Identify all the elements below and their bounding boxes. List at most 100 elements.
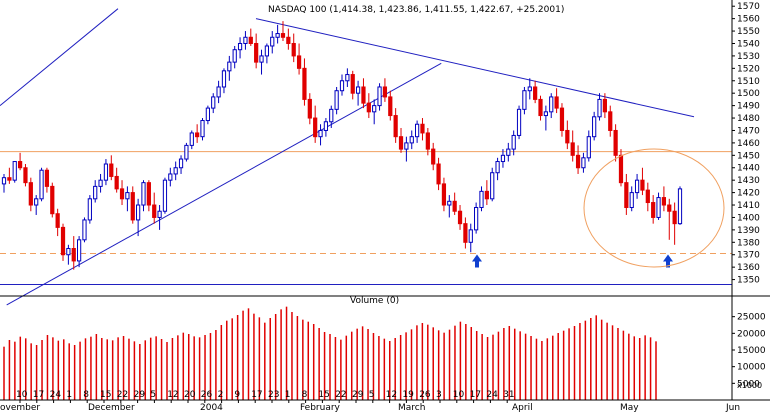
x-month-label: April (512, 403, 533, 412)
candle-down (645, 189, 650, 204)
candle-up (355, 86, 361, 94)
candle-down (608, 111, 613, 131)
up-arrow-march (472, 254, 482, 268)
candle-down (538, 98, 543, 117)
x-tick-label: 5 (150, 390, 156, 400)
price-tick-label: 1410 (737, 201, 760, 211)
x-tick-label: 22 (335, 390, 346, 400)
candle-down (457, 210, 463, 225)
candle-down (452, 200, 457, 212)
candle-down (667, 204, 672, 212)
candle-up (339, 80, 345, 92)
candle-up (200, 120, 205, 138)
candle-up (93, 185, 98, 200)
x-tick-label: 15 (100, 390, 111, 400)
price-tick-label: 1560 (737, 15, 760, 25)
candle-down (398, 136, 404, 150)
price-tick-label: 1540 (737, 39, 760, 49)
candle-up (82, 219, 87, 241)
candle-down (130, 192, 135, 221)
candle-up (634, 179, 640, 194)
volume-tick-label: 20000 (737, 329, 766, 339)
candle-down (575, 154, 581, 169)
candle-up (345, 74, 350, 82)
candle-down (565, 129, 570, 144)
candle-down (307, 98, 312, 119)
x-month-label: March (398, 403, 425, 412)
candle-up (656, 197, 661, 218)
x-tick-label: 26 (201, 390, 213, 400)
price-tick-label: 1530 (737, 52, 760, 62)
price-tick-label: 1430 (737, 176, 760, 186)
price-tick-label: 1400 (737, 213, 760, 223)
candle-down (109, 163, 114, 177)
candle-up (474, 207, 479, 231)
price-tick-label: 1440 (737, 164, 760, 174)
candle-down (361, 86, 366, 104)
x-month-label: 2004 (200, 403, 223, 412)
candle-up (409, 136, 414, 144)
price-tick-label: 1520 (737, 64, 760, 74)
x-tick-label: 24 (50, 390, 62, 400)
candle-down (431, 148, 436, 165)
candle-up (447, 200, 452, 206)
candle-down (382, 86, 388, 98)
x-month-label: May (620, 403, 639, 412)
candle-down (119, 188, 125, 200)
candle-down (350, 74, 355, 94)
candles (1, 21, 683, 270)
candle-up (1, 177, 7, 185)
candle-up (125, 192, 130, 200)
candle-up (500, 154, 506, 163)
candle-down (296, 55, 302, 69)
candle-up (415, 123, 420, 138)
candle-up (549, 96, 554, 113)
price-tick-label: 1500 (737, 89, 760, 99)
consolidation-ellipse (583, 148, 725, 268)
x-tick-label: 5 (369, 390, 375, 400)
candle-down (302, 67, 307, 100)
candle-up (495, 161, 500, 174)
price-tick-label: 1550 (737, 27, 760, 37)
volume-label: Volume (0) (350, 296, 399, 306)
candle-up (141, 182, 146, 206)
candle-up (259, 55, 264, 63)
candle-down (366, 102, 371, 113)
candle-down (661, 197, 667, 206)
x-tick-label: 19 (402, 390, 414, 400)
candle-up (157, 210, 162, 218)
price-tick-label: 1370 (737, 251, 760, 261)
candle-up (372, 105, 377, 113)
candle-up (586, 136, 591, 159)
candle-up (237, 42, 243, 51)
x-month-label: ovember (0, 403, 40, 412)
candle-down (146, 182, 151, 206)
candle-up (221, 70, 227, 88)
candle-up (98, 179, 103, 187)
candle-down (570, 142, 575, 156)
volume-bars (3, 306, 657, 400)
x-tick-label: 31 (503, 390, 514, 400)
candle-down (28, 182, 33, 206)
candle-up (543, 111, 548, 117)
chart-title: NASDAQ 100 (1,414.38, 1,423.86, 1,411.55… (268, 5, 564, 15)
x-tick-label: 9 (234, 390, 240, 400)
candle-up (275, 33, 280, 38)
candle-down (559, 107, 565, 131)
x-month-label: Jun (725, 403, 740, 412)
price-tick-label: 1480 (737, 114, 760, 124)
candle-down (195, 132, 200, 138)
candle-up (136, 204, 141, 221)
candle-down (425, 132, 430, 150)
x-tick-label: 8 (302, 390, 308, 400)
candle-down (286, 36, 291, 44)
x-tick-label: 17 (470, 390, 481, 400)
candle-up (334, 90, 339, 110)
price-tick-label: 1460 (737, 139, 760, 149)
candle-up (232, 49, 237, 63)
x-tick-label: 17 (33, 390, 44, 400)
candle-up (39, 169, 44, 200)
annotations (472, 148, 725, 268)
candle-up (216, 86, 221, 98)
